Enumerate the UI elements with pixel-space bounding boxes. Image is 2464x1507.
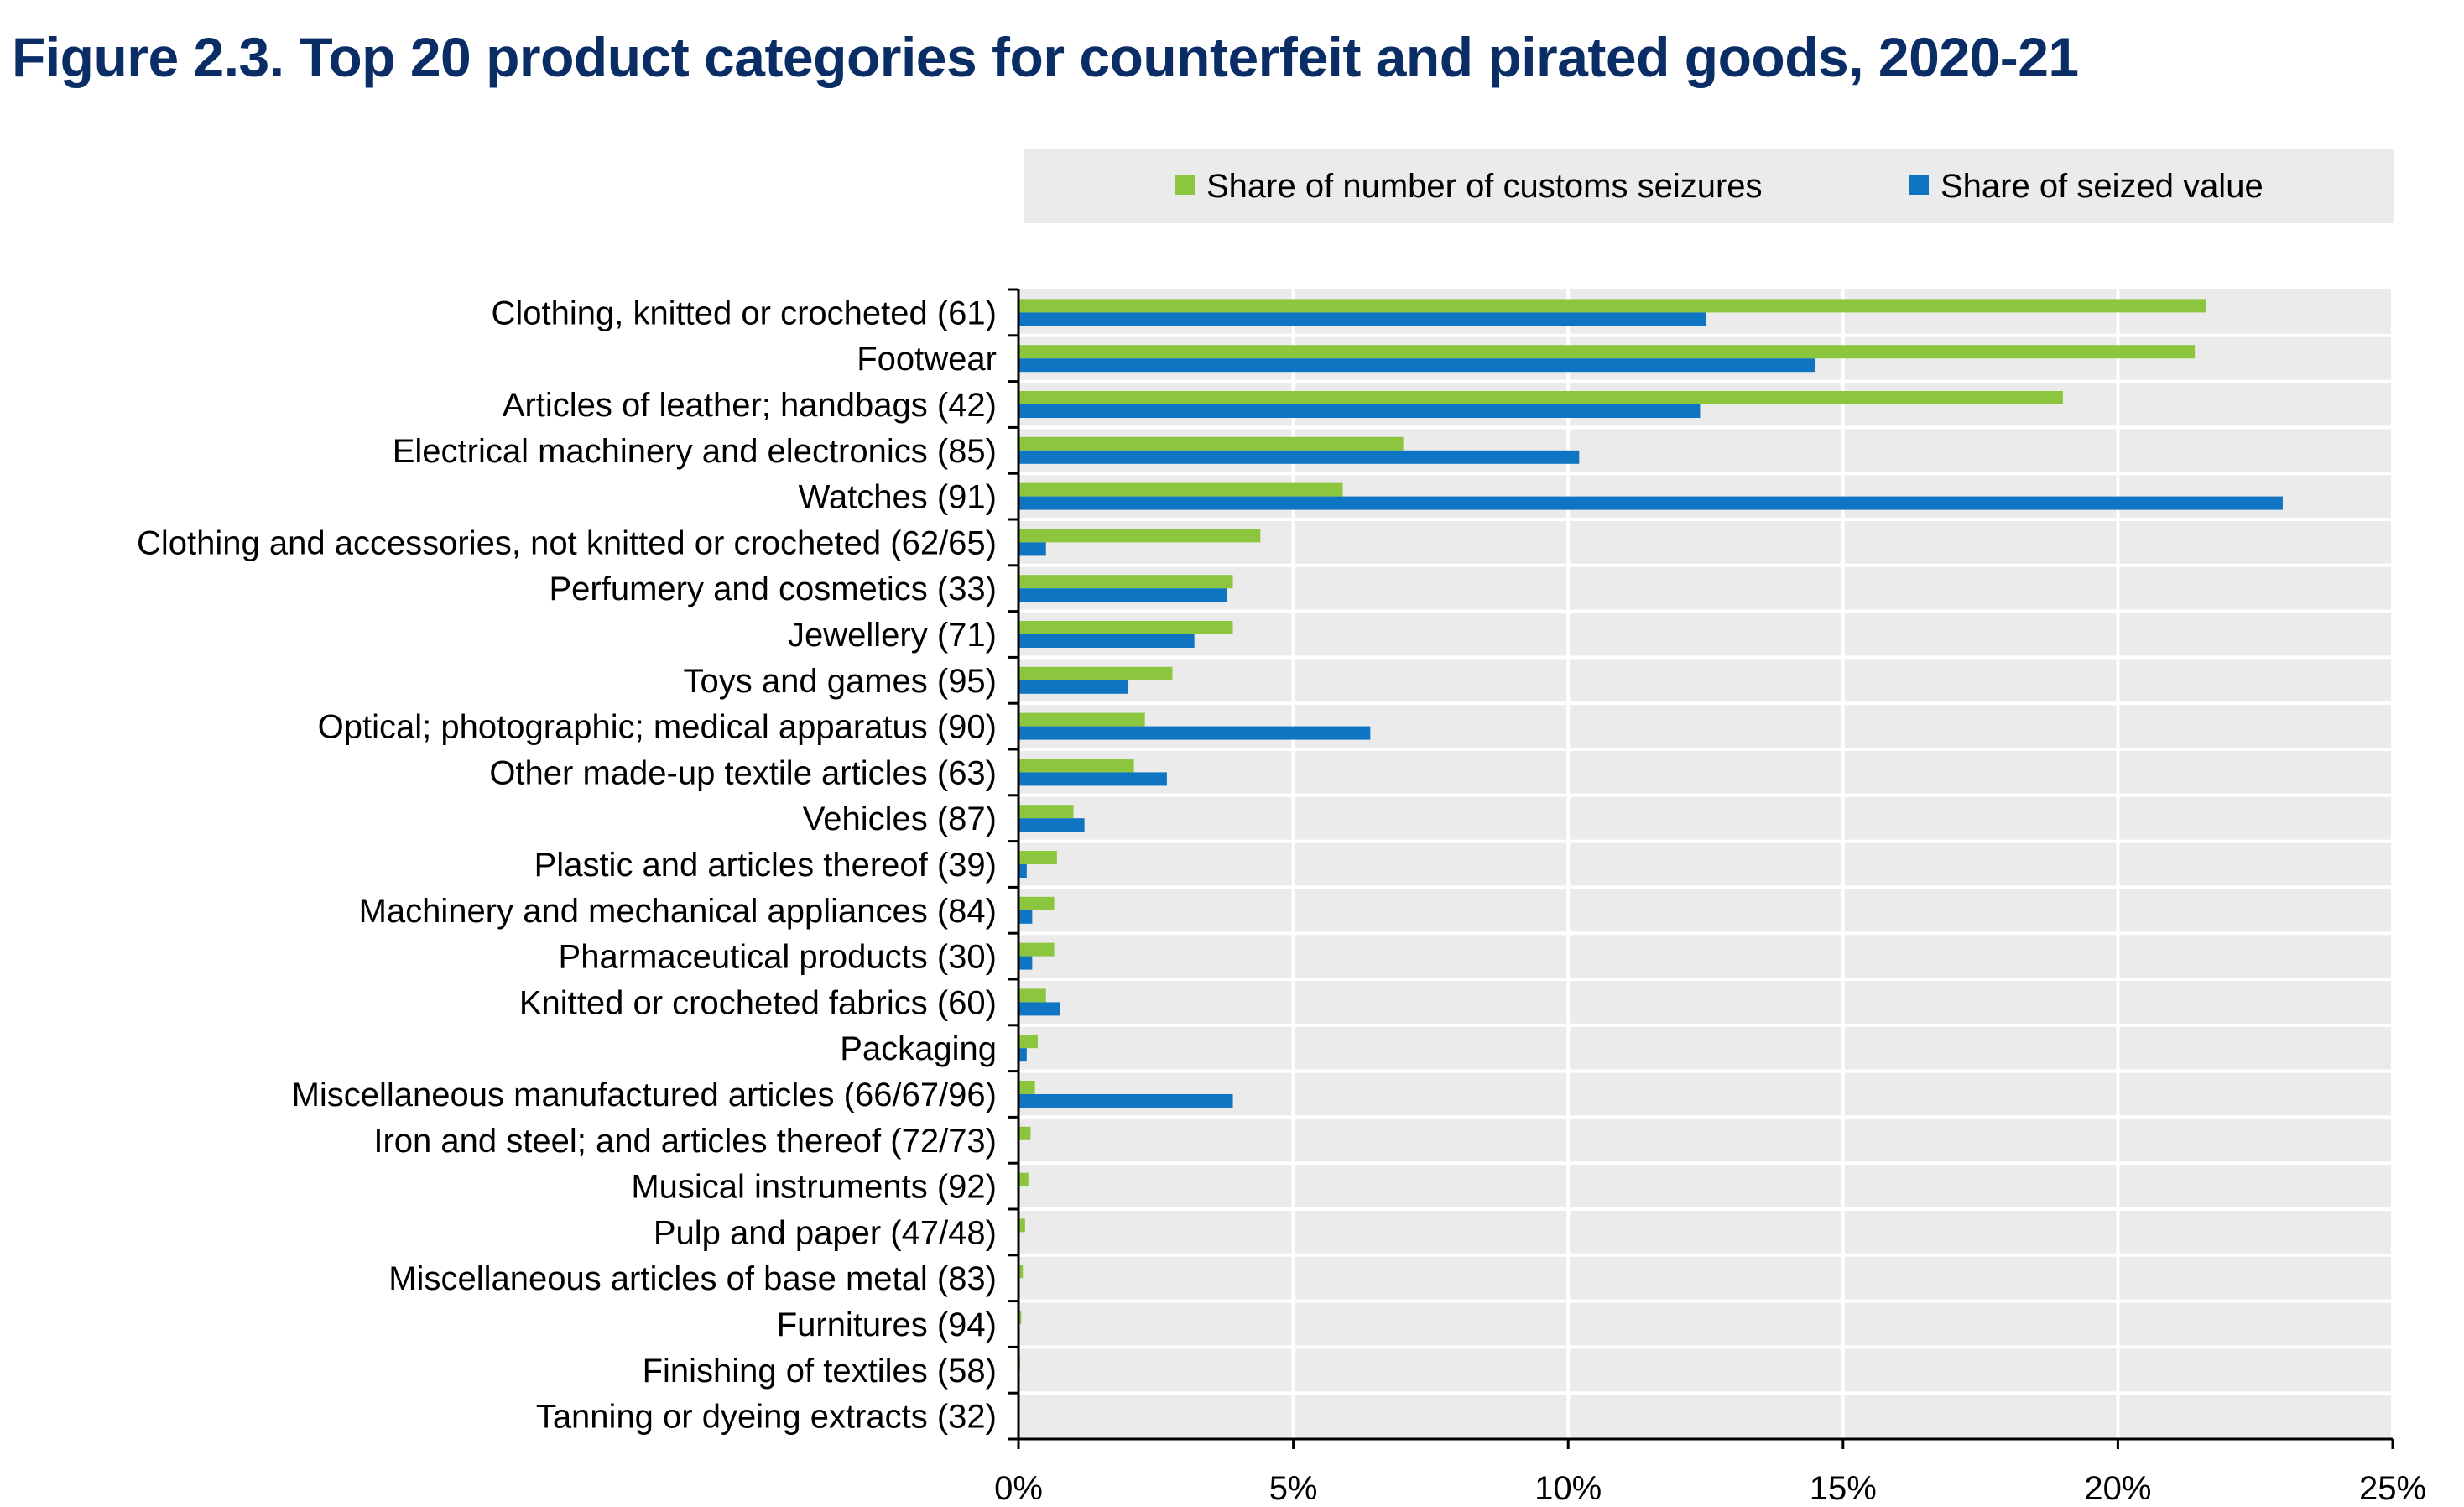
bar-customs-seizures [1018, 896, 1055, 910]
category-label: Clothing, knitted or crocheted (61) [491, 295, 997, 331]
bar-seized-value [1018, 772, 1167, 786]
category-label: Miscellaneous articles of base metal (83… [388, 1260, 997, 1297]
category-label: Optical; photographic; medical apparatus… [318, 709, 997, 746]
category-label: Packaging [840, 1030, 997, 1067]
bar-customs-seizures [1018, 436, 1404, 451]
bar-seized-value [1018, 680, 1129, 694]
bar-seized-value [1018, 542, 1046, 556]
bar-customs-seizures [1018, 1081, 1035, 1094]
bar-customs-seizures [1018, 942, 1055, 957]
bar-customs-seizures [1018, 621, 1233, 634]
x-tick-label: 10% [1534, 1470, 1602, 1507]
bar-seized-value [1018, 818, 1085, 832]
category-label: Clothing and accessories, not knitted or… [137, 524, 997, 561]
legend-box [1024, 149, 2394, 223]
x-tick-label: 20% [2084, 1470, 2151, 1507]
bar-seized-value [1018, 1094, 1233, 1108]
x-tick-label: 0% [994, 1470, 1043, 1507]
bar-customs-seizures [1018, 712, 1145, 727]
bar-seized-value [1018, 358, 1816, 373]
bars [1018, 299, 2283, 1416]
category-label: Articles of leather; handbags (42) [503, 387, 997, 424]
bar-seized-value [1018, 496, 2283, 510]
category-label: Miscellaneous manufactured articles (66/… [292, 1077, 997, 1113]
category-label: Plastic and articles thereof (39) [534, 847, 997, 884]
bar-seized-value [1018, 588, 1227, 602]
category-label: Tanning or dyeing extracts (32) [536, 1399, 997, 1436]
category-label: Toys and games (95) [683, 663, 997, 700]
bar-seized-value [1018, 1002, 1060, 1016]
category-label: Electrical machinery and electronics (85… [393, 433, 997, 470]
bar-customs-seizures [1018, 805, 1074, 819]
category-labels: Clothing, knitted or crocheted (61) Footw… [137, 295, 997, 1435]
x-tick-label: 5% [1269, 1470, 1318, 1507]
bar-customs-seizures [1018, 988, 1046, 1003]
bar-customs-seizures [1018, 759, 1134, 773]
bar-customs-seizures [1018, 1035, 1038, 1049]
category-label: Other made-up textile articles (63) [489, 754, 997, 791]
plot-area [1018, 289, 2393, 1439]
category-label: Furnitures (94) [777, 1306, 997, 1343]
category-label: Pulp and paper (47/48) [654, 1214, 997, 1251]
bar-customs-seizures [1018, 1218, 1025, 1233]
bar-seized-value [1018, 634, 1195, 648]
bar-customs-seizures [1018, 345, 2196, 359]
bar-seized-value [1018, 312, 1706, 326]
bar-customs-seizures [1018, 1311, 1022, 1324]
legend-label: Share of number of customs seizures [1206, 168, 1763, 205]
x-tick-label: 15% [1810, 1470, 1877, 1507]
bar-seized-value [1018, 450, 1580, 464]
bar-customs-seizures [1018, 529, 1261, 543]
category-label: Knitted or crocheted fabrics (60) [519, 984, 997, 1021]
bar-seized-value [1018, 404, 1701, 418]
bar-customs-seizures [1018, 482, 1343, 497]
category-label: Musical instruments (92) [631, 1169, 997, 1206]
bar-customs-seizures [1018, 1265, 1024, 1279]
x-tick-label: 25% [2359, 1470, 2426, 1507]
category-label: Pharmaceutical products (30) [559, 939, 997, 976]
bar-customs-seizures [1018, 391, 2063, 404]
bar-customs-seizures [1018, 851, 1057, 864]
legend: Share of number of customs seizures Share… [1175, 168, 2263, 205]
legend-swatch [1909, 175, 1929, 195]
bar-seized-value [1018, 726, 1371, 740]
bar-customs-seizures [1018, 666, 1173, 680]
bar-seized-value [1018, 864, 1027, 878]
grid-lines [1018, 289, 2394, 1439]
axes [1008, 288, 2394, 1449]
category-label: Jewellery (71) [788, 617, 997, 654]
category-label: Perfumery and cosmetics (33) [549, 571, 997, 607]
bar-customs-seizures [1018, 1126, 1031, 1140]
category-label: Vehicles (87) [803, 800, 997, 837]
bar-customs-seizures [1018, 575, 1233, 589]
legend-label: Share of seized value [1940, 168, 2263, 205]
category-label: Watches (91) [799, 479, 997, 516]
x-tick-labels: 0% 5% 10% 15% 20% 25% [994, 1470, 2426, 1507]
category-label: Finishing of textiles (58) [643, 1353, 997, 1390]
chart-title: Figure 2.3. Top 20 product categories fo… [12, 26, 2079, 88]
bar-customs-seizures [1018, 1172, 1029, 1186]
legend-swatch [1175, 175, 1195, 195]
category-label: Iron and steel; and articles thereof (72… [373, 1123, 997, 1160]
bar-seized-value [1018, 1048, 1027, 1062]
category-label: Machinery and mechanical appliances (84) [359, 893, 997, 930]
bar-seized-value [1018, 956, 1033, 970]
bar-customs-seizures [1018, 299, 2206, 313]
bar-seized-value [1018, 910, 1033, 924]
category-label: Footwear [857, 341, 997, 378]
